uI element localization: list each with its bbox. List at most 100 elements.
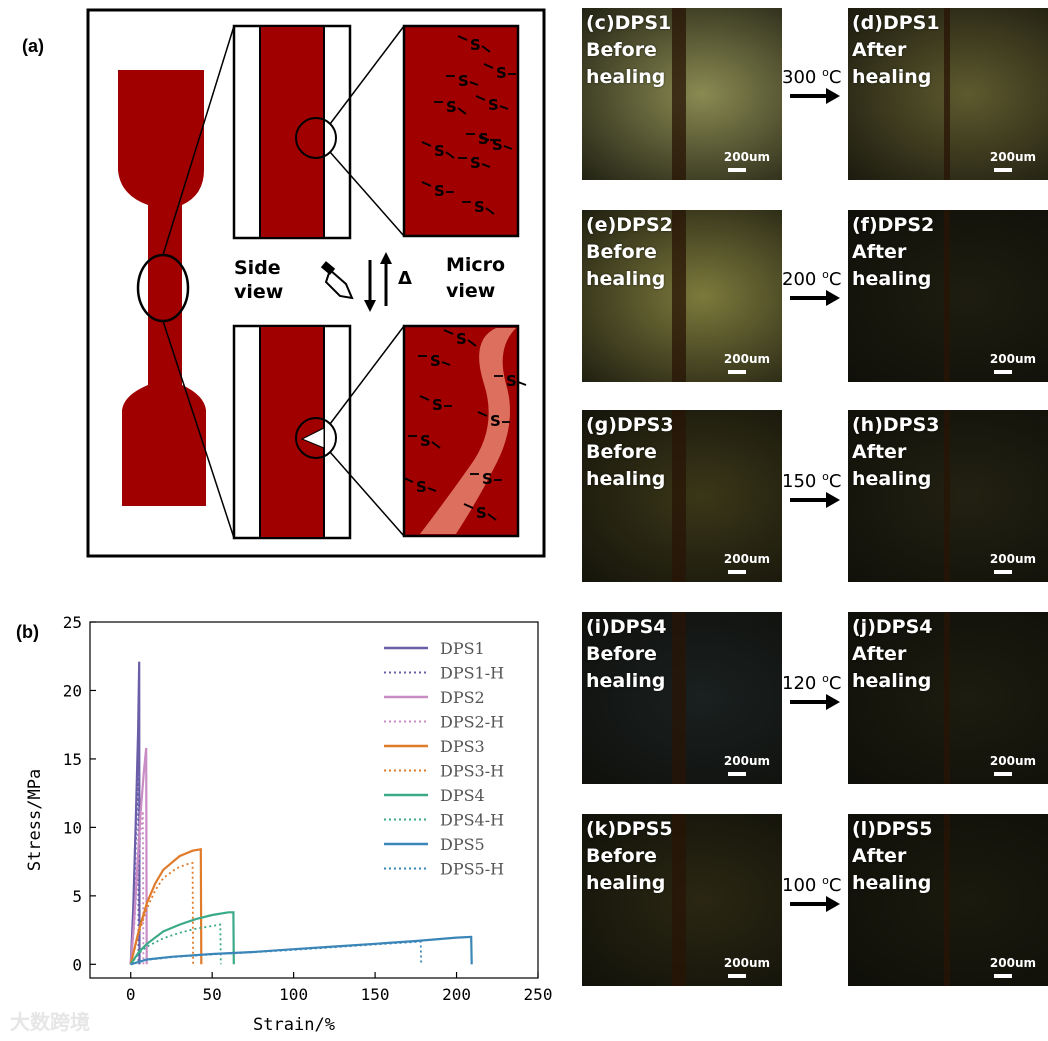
dogbone-specimen [118,70,206,506]
scale-bar-label: 200um [989,552,1036,566]
scale-bar [994,570,1012,574]
process-arrow [790,88,840,104]
scale-bar [994,974,1012,978]
micrograph-c: (c)DPS1 Before healing 200um [582,8,782,180]
scale-bar [728,772,746,776]
sulfur-label: S [470,36,481,54]
micrograph-h: (h)DPS3 After healing 200um [848,410,1048,582]
legend-label: DPS4-H [440,811,504,830]
crack-line [672,612,686,784]
scale-bar-label: 200um [723,150,770,164]
micrograph-j: (j)DPS4 After healing 200um [848,612,1048,784]
sulfur-label: S [474,198,485,216]
stress-strain-chart: 0 50 100 150 200 250 0 5 10 15 20 25 Strain/% Stress/… [25,613,553,1035]
micrograph-caption: (f)DPS2 After healing [852,214,935,290]
sulfur-label: S [446,98,457,116]
sulfur-label: S [416,478,427,496]
scale-bar [728,570,746,574]
scale-bar [994,168,1012,172]
micrograph-g: (g)DPS3 Before healing 200um [582,410,782,582]
sulfur-label: S [456,330,467,348]
crack-line [944,410,950,582]
y-tick-label: 15 [63,750,82,769]
healing-temperature: 150 oC [782,470,842,492]
x-axis-label: Strain/% [253,1015,335,1035]
legend-label: DPS2-H [440,713,504,732]
legend-label: DPS1 [440,639,485,658]
micrograph-caption: (i)DPS4 Before healing [586,616,667,692]
panel-b-label: (b) [16,622,39,642]
crack-line [944,814,950,986]
heat-symbol: Δ [398,268,412,289]
healing-temperature: 200 oC [782,268,842,290]
scale-bar-label: 200um [989,754,1036,768]
legend-label: DPS3 [440,737,485,756]
sulfur-label: S [476,504,487,522]
legend-label: DPS1-H [440,664,504,683]
micrograph-f: (f)DPS2 After healing 200um [848,210,1048,382]
watermark: 大数跨境 [10,1010,90,1034]
sulfur-label: S [470,154,481,172]
knife-icon [320,261,354,300]
sulfur-label: S [458,72,469,90]
crack-line [672,210,686,382]
scale-bar [728,168,746,172]
x-tick-label: 250 [524,985,553,1004]
scale-bar-label: 200um [989,352,1036,366]
healing-temperature: 100 oC [782,874,842,896]
micro-view-label: Micro view [446,254,506,302]
y-tick-label: 10 [63,818,82,837]
series-line-dps1-h [129,761,140,965]
sulfur-label: S [432,396,443,414]
legend-label: DPS5-H [440,860,504,879]
micrograph-l: (l)DPS5 After healing 200um [848,814,1048,986]
crack-line [672,814,686,986]
crack-line [944,8,950,180]
legend-label: DPS4 [440,786,485,805]
crack-line [672,410,686,582]
sulfur-label: S [506,372,517,390]
sulfur-label: S [482,470,493,488]
series-line-dps3-h [129,861,194,965]
x-tick-label: 200 [442,985,471,1004]
healed-band [420,328,516,534]
sulfur-label: S [420,432,431,450]
x-tick-label: 100 [279,985,308,1004]
process-arrow [790,492,840,508]
crack-line [672,8,686,180]
scale-bar-label: 200um [723,352,770,366]
scale-bar [728,370,746,374]
sulfur-label: S [434,182,445,200]
sulfur-label: S [430,352,441,370]
sulfur-label: S [488,96,499,114]
sulfur-label: S [478,130,489,148]
micrograph-caption: (e)DPS2 Before healing [586,214,673,290]
y-tick-label: 5 [72,887,82,906]
series-line-dps4 [129,911,235,965]
series-line-dps5 [130,935,473,966]
micrograph-e: (e)DPS2 Before healing 200um [582,210,782,382]
micrograph-caption: (k)DPS5 Before healing [586,818,673,894]
crack-line [944,612,950,784]
scale-bar [728,974,746,978]
side-view-label: Side view [234,257,284,303]
y-tick-label: 20 [63,681,82,700]
scale-bar-label: 200um [723,956,770,970]
scale-bar-label: 200um [723,754,770,768]
scale-bar-label: 200um [989,150,1036,164]
sulfur-label: S [490,412,501,430]
sulfur-label: S [496,64,507,82]
series-line-dps3 [129,847,203,965]
series-line-dps2-h [129,810,145,965]
micrograph-caption: (l)DPS5 After healing [852,818,933,894]
x-tick-label: 50 [203,985,222,1004]
healing-temperature: 300 oC [782,66,842,88]
legend-label: DPS5 [440,835,485,854]
micrograph-caption: (j)DPS4 After healing [852,616,933,692]
micrograph-d: (d)DPS1 After healing 200um [848,8,1048,180]
scale-bar [994,772,1012,776]
micrograph-caption: (g)DPS3 Before healing [586,414,674,490]
sulfur-label: S [492,136,503,154]
micrograph-k: (k)DPS5 Before healing 200um [582,814,782,986]
